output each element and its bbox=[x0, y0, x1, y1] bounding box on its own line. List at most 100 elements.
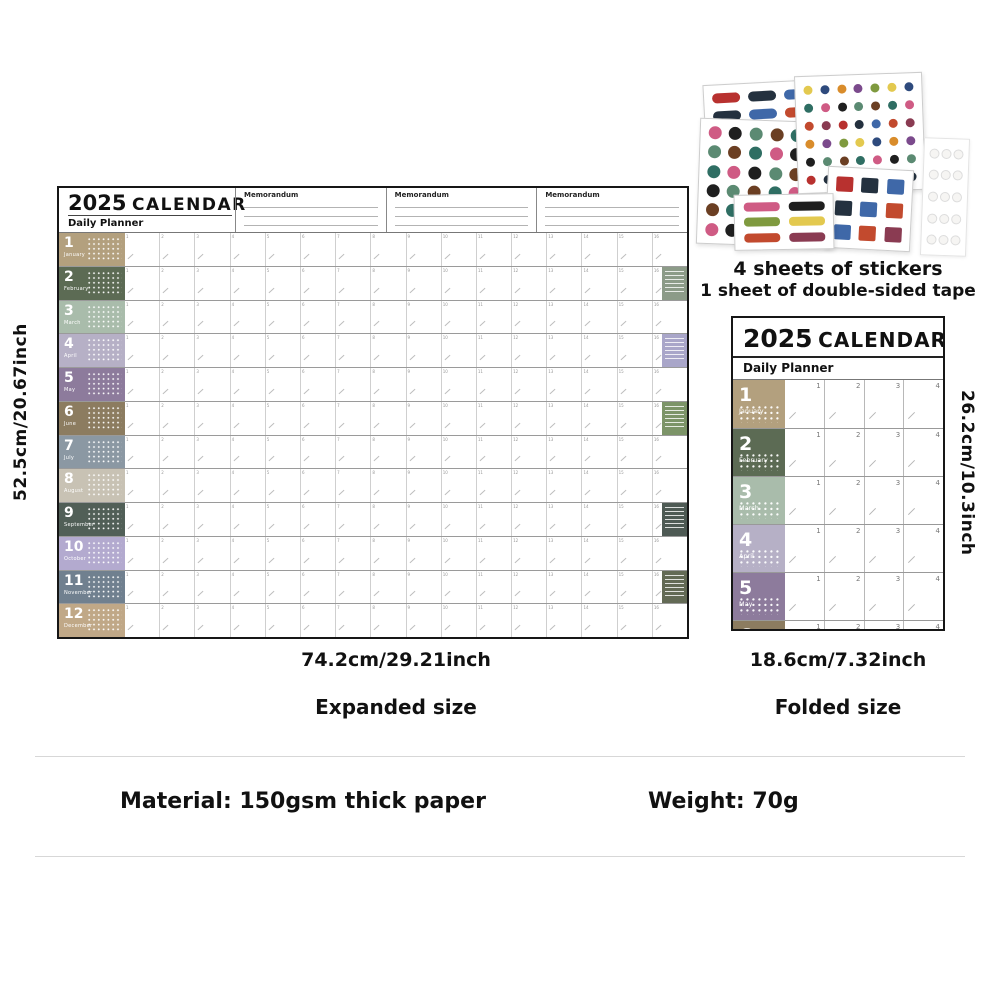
day-cell: 8 bbox=[370, 266, 405, 300]
day-cell: 16 bbox=[651, 604, 687, 637]
sticker bbox=[834, 199, 853, 216]
quote-note bbox=[662, 334, 687, 367]
day-cell: 9 bbox=[405, 233, 441, 266]
day-cells: 1 2 3 4 5 6 7 8 9 10 11 12 13 14 15 16 bbox=[125, 469, 687, 502]
day-cell: 12 bbox=[511, 435, 546, 469]
month-number: 4 bbox=[739, 529, 753, 551]
mini-calendar-dots bbox=[88, 575, 122, 599]
day-cell: 1 bbox=[785, 380, 824, 428]
day-cell: 9 bbox=[405, 469, 441, 502]
adhesive-dot-sticker bbox=[928, 169, 939, 181]
sticker bbox=[768, 166, 783, 181]
day-cell: 7 bbox=[335, 435, 370, 469]
mini-calendar-dots bbox=[88, 474, 122, 498]
day-cell: 13 bbox=[546, 503, 581, 536]
mini-calendar-dots bbox=[88, 541, 122, 565]
day-cell: 10 bbox=[440, 334, 476, 367]
month-number: 5 bbox=[64, 370, 74, 386]
sticker bbox=[743, 217, 780, 228]
folded-height-dimension: 26.2cm/10.3inch bbox=[957, 390, 977, 556]
day-cell: 12 bbox=[511, 604, 546, 637]
day-cell: 5 bbox=[264, 604, 300, 637]
day-cell: 7 bbox=[335, 604, 370, 637]
day-cell: 2 bbox=[823, 477, 864, 524]
day-cell: 3 bbox=[194, 233, 229, 266]
sticker bbox=[858, 225, 877, 241]
day-cell: 5 bbox=[264, 536, 300, 570]
month-name: June bbox=[64, 420, 77, 427]
memo-sections: Memorandum Memorandum Memorandum bbox=[235, 188, 687, 232]
day-cell: 4 bbox=[229, 233, 265, 266]
adhesive-dot-sticker bbox=[926, 234, 937, 245]
day-cell: 12 bbox=[511, 469, 546, 502]
adhesive-dot-sticker bbox=[929, 148, 940, 159]
mini-calendar-dots bbox=[88, 508, 122, 531]
adhesive-dot-sticker bbox=[940, 170, 951, 181]
calendar-year: 2025 bbox=[68, 191, 127, 215]
day-cell: 16 bbox=[651, 435, 687, 469]
mini-calendar-dots bbox=[88, 339, 122, 363]
sticker bbox=[861, 177, 880, 193]
day-cell: 7 bbox=[335, 334, 370, 367]
day-cell: 3 bbox=[863, 621, 904, 629]
month-number: 1 bbox=[739, 384, 753, 406]
month-number: 7 bbox=[64, 437, 74, 454]
adhesive-dot-sticker bbox=[938, 234, 949, 246]
day-cell: 8 bbox=[370, 435, 405, 469]
sticker bbox=[704, 222, 719, 237]
day-cell: 7 bbox=[335, 368, 370, 401]
day-cell: 3 bbox=[863, 573, 904, 620]
day-cell: 14 bbox=[581, 570, 616, 604]
day-cell: 13 bbox=[546, 570, 581, 604]
day-cell: 14 bbox=[581, 266, 616, 300]
sticker bbox=[904, 99, 915, 109]
material-spec: Material: 150gsm thick paper bbox=[120, 789, 486, 814]
day-cell: 2 bbox=[823, 621, 864, 629]
day-cell: 11 bbox=[475, 368, 511, 401]
month-number: 11 bbox=[64, 572, 84, 589]
adhesive-dot-sticker bbox=[953, 149, 964, 160]
sticker bbox=[820, 84, 830, 94]
day-cell: 6 bbox=[299, 604, 335, 637]
memo-line bbox=[394, 208, 529, 217]
mini-calendar-dots bbox=[88, 440, 122, 464]
tape-sheet bbox=[919, 137, 971, 257]
adhesive-dot-sticker bbox=[951, 192, 963, 203]
day-cell: 3 bbox=[194, 469, 229, 502]
sticker bbox=[749, 127, 764, 142]
month-name: February bbox=[64, 285, 89, 292]
month-row: 3 March 1 2 3 4 5 6 7 8 9 10 11 12 13 14 15 16 bbox=[59, 299, 687, 334]
day-cell: 5 bbox=[264, 469, 300, 502]
day-cell: 4 bbox=[229, 469, 265, 502]
month-block: 12 December bbox=[59, 604, 125, 637]
day-cell: 3 bbox=[194, 334, 229, 367]
sticker bbox=[743, 232, 780, 243]
day-cell: 3 bbox=[194, 604, 229, 637]
day-cell: 6 bbox=[299, 536, 335, 570]
sticker bbox=[854, 101, 864, 111]
month-name: December bbox=[64, 623, 93, 630]
day-cell: 14 bbox=[581, 401, 616, 435]
day-cell: 16 bbox=[651, 233, 687, 266]
mini-calendar-dots bbox=[88, 238, 122, 261]
month-name: May bbox=[64, 387, 76, 393]
calendar-title-text: CALENDAR bbox=[132, 195, 247, 215]
adhesive-dot-sticker bbox=[951, 213, 962, 225]
sticker bbox=[803, 85, 813, 95]
month-row: 1 January 1 2 3 4 5 6 7 8 9 10 11 12 13 14 15 16 bbox=[59, 233, 687, 266]
sticker bbox=[804, 121, 814, 131]
sticker bbox=[788, 232, 825, 242]
sticker bbox=[839, 155, 849, 166]
quote-note bbox=[662, 266, 687, 300]
day-cell: 4 bbox=[229, 300, 265, 334]
day-cell: 11 bbox=[475, 300, 511, 334]
day-cell: 4 bbox=[229, 266, 265, 300]
day-cell: 4 bbox=[229, 536, 265, 570]
memo-line bbox=[394, 199, 529, 208]
mini-calendar-dots bbox=[88, 271, 122, 295]
sticker bbox=[855, 119, 865, 129]
month-name: April bbox=[64, 353, 77, 360]
day-cell: 7 bbox=[335, 570, 370, 604]
